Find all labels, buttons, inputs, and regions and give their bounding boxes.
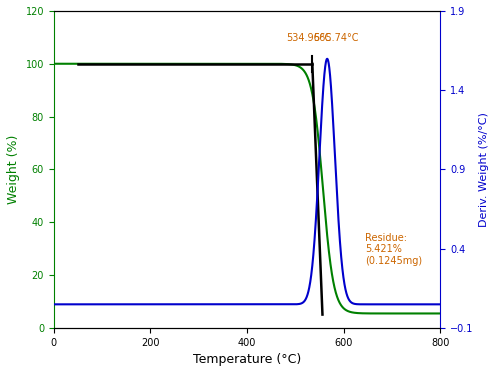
Text: 565.74°C: 565.74°C — [313, 32, 359, 43]
Text: 534.96°C: 534.96°C — [286, 32, 331, 43]
Y-axis label: Weight (%): Weight (%) — [7, 135, 20, 204]
X-axis label: Temperature (°C): Temperature (°C) — [193, 353, 301, 366]
Text: Residue:
5.421%
(0.1245mg): Residue: 5.421% (0.1245mg) — [366, 233, 423, 266]
Y-axis label: Deriv. Weight (%/°C): Deriv. Weight (%/°C) — [479, 112, 489, 227]
